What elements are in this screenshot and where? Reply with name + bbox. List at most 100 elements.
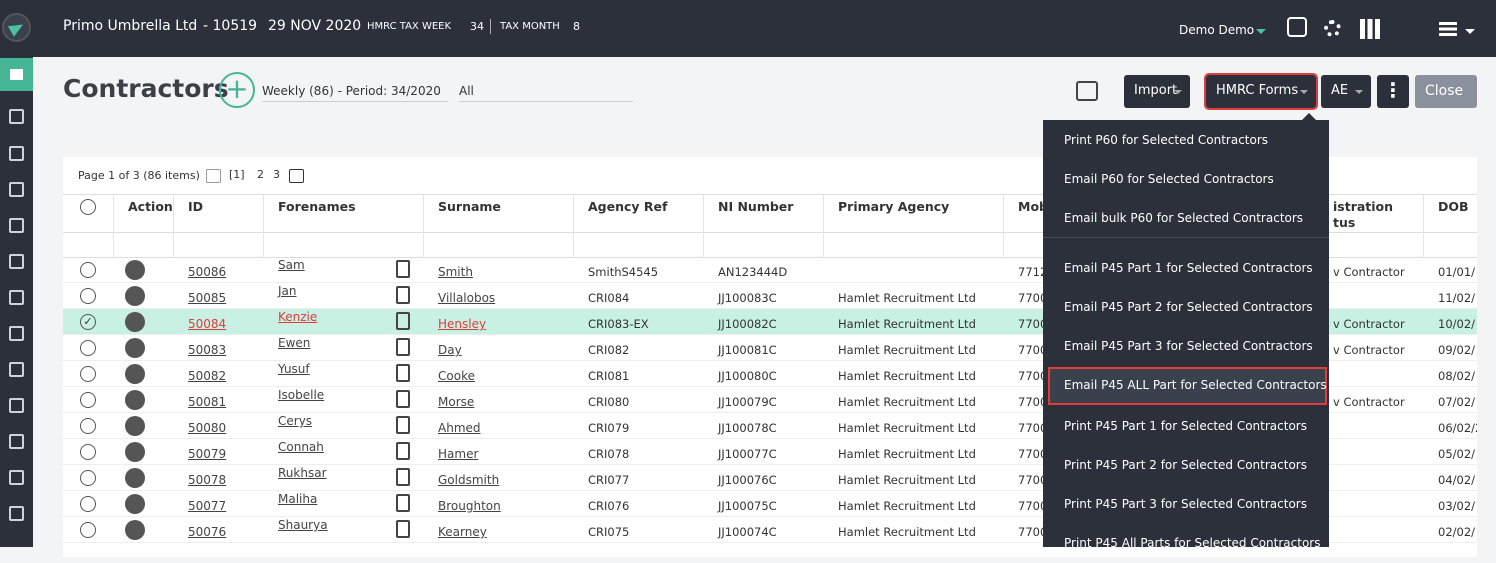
cell[interactable]: Cerys <box>278 414 313 428</box>
nav-icon[interactable] <box>9 109 24 124</box>
cell[interactable]: Broughton <box>438 499 501 513</box>
cell[interactable]: Day <box>438 343 462 357</box>
action-icon[interactable] <box>125 286 145 306</box>
table-row[interactable]: 50079 Connah Hamer CRI078 JJ100077C Hamlet Re… <box>63 439 1477 465</box>
cell[interactable]: Shaurya <box>278 518 328 532</box>
table-row[interactable]: 50086 Sam Smith SmithS4545 AN123444D 7712 v Co… <box>63 257 1477 283</box>
cell[interactable]: Jan <box>278 284 297 298</box>
cell[interactable]: 50078 <box>188 473 227 487</box>
column-header[interactable]: Action <box>128 199 173 214</box>
menu-item[interactable]: Print P45 Part 1 for Selected Contractor… <box>1064 419 1307 433</box>
row-radio[interactable] <box>80 366 96 382</box>
cell[interactable]: Goldsmith <box>438 473 500 487</box>
table-row[interactable]: 50081 Isobelle Morse CRI080 JJ100079C Hamlet … <box>63 387 1477 413</box>
notes-icon[interactable] <box>396 364 410 382</box>
cell[interactable]: Yusuf <box>278 362 310 376</box>
menu-item[interactable]: Email P60 for Selected Contractors <box>1064 172 1274 186</box>
notes-icon[interactable] <box>396 468 410 486</box>
row-radio[interactable] <box>80 288 96 304</box>
cell[interactable]: Ewen <box>278 336 311 350</box>
cell[interactable]: 50085 <box>188 291 227 305</box>
column-header[interactable]: Surname <box>438 199 501 214</box>
menu-item[interactable]: Print P45 Part 2 for Selected Contractor… <box>1064 458 1307 472</box>
column-header[interactable]: ID <box>188 199 204 214</box>
menu-item[interactable]: Email P45 Part 1 for Selected Contractor… <box>1064 261 1313 275</box>
select-all[interactable] <box>80 199 96 215</box>
cell[interactable]: Kearney <box>438 525 487 539</box>
row-radio[interactable] <box>80 340 96 356</box>
action-icon[interactable] <box>125 338 145 358</box>
menu-item[interactable]: Email P45 ALL Part for Selected Contract… <box>1048 367 1327 405</box>
row-radio[interactable] <box>80 496 96 512</box>
nav-icon[interactable] <box>9 398 24 413</box>
cell[interactable]: Morse <box>438 395 475 409</box>
notes-icon[interactable] <box>396 520 410 538</box>
cell[interactable]: 50076 <box>188 525 227 539</box>
column-header[interactable]: NI Number <box>718 199 794 214</box>
cell[interactable]: Hamer <box>438 447 479 461</box>
notes-icon[interactable] <box>396 312 410 330</box>
cell[interactable]: Villalobos <box>438 291 496 305</box>
row-radio[interactable] <box>80 470 96 486</box>
cell[interactable]: Kenzie <box>278 310 318 324</box>
more-button[interactable]: ⋮ <box>1377 75 1409 108</box>
notes-icon[interactable] <box>396 286 410 304</box>
menu-item[interactable]: Email bulk P60 for Selected Contractors <box>1064 211 1304 225</box>
action-icon[interactable] <box>125 260 145 280</box>
nav-icon[interactable] <box>9 434 24 449</box>
row-radio[interactable] <box>80 262 96 278</box>
cell[interactable]: Isobelle <box>278 388 325 402</box>
cell[interactable]: 50081 <box>188 395 227 409</box>
cell[interactable]: 50079 <box>188 447 227 461</box>
add-button[interactable]: + <box>219 72 255 108</box>
table-row[interactable]: 50078 Rukhsar Goldsmith CRI077 JJ100076C Haml… <box>63 465 1477 491</box>
action-icon[interactable] <box>125 468 145 488</box>
cell[interactable]: Maliha <box>278 492 318 506</box>
notes-icon[interactable] <box>396 260 410 278</box>
notes-icon[interactable] <box>396 416 410 434</box>
menu-item[interactable]: Email P45 Part 3 for Selected Contractor… <box>1064 339 1313 353</box>
period-select[interactable]: Weekly (86) - Period: 34/2020 <box>262 80 448 102</box>
cell[interactable]: Ahmed <box>438 421 481 435</box>
cell[interactable]: Rukhsar <box>278 466 327 480</box>
table-row[interactable]: 50083 Ewen Day CRI082 JJ100081C Hamlet Recrui… <box>63 335 1477 361</box>
page-next[interactable] <box>289 169 304 183</box>
column-header[interactable]: DOB <box>1438 199 1469 214</box>
cell[interactable]: 50083 <box>188 343 227 357</box>
settings-icon[interactable] <box>1324 20 1341 37</box>
table-row[interactable]: 50077 Maliha Broughton CRI076 JJ100075C Hamle… <box>63 491 1477 517</box>
export-icon[interactable] <box>1076 81 1098 101</box>
toolbar-button[interactable]: AE <box>1321 75 1371 108</box>
action-icon[interactable] <box>125 520 145 540</box>
column-header[interactable]: Forenames <box>278 199 356 214</box>
cell[interactable]: 50086 <box>188 265 227 279</box>
action-icon[interactable] <box>125 494 145 514</box>
page-link[interactable]: 3 <box>273 168 280 181</box>
row-radio[interactable] <box>80 418 96 434</box>
page-prev[interactable] <box>206 169 221 183</box>
nav-icon[interactable] <box>9 146 24 161</box>
table-row[interactable]: 50076 Shaurya Kearney CRI075 JJ100074C Hamlet… <box>63 517 1477 543</box>
table-row[interactable]: 50080 Cerys Ahmed CRI079 JJ100078C Hamlet Rec… <box>63 413 1477 439</box>
cell[interactable]: 50080 <box>188 421 227 435</box>
toolbar-button[interactable]: Import <box>1124 75 1190 108</box>
tasks-icon[interactable] <box>1287 17 1307 37</box>
notes-icon[interactable] <box>396 338 410 356</box>
hamburger[interactable] <box>1439 22 1457 36</box>
action-icon[interactable] <box>125 442 145 462</box>
notes-icon[interactable] <box>396 494 410 512</box>
nav-icon[interactable] <box>9 326 24 341</box>
cell[interactable]: 50077 <box>188 499 227 513</box>
nav-icon[interactable] <box>9 254 24 269</box>
toolbar-button[interactable]: Close <box>1415 75 1477 108</box>
menu-item[interactable]: Print P60 for Selected Contractors <box>1064 133 1269 147</box>
row-radio[interactable] <box>80 522 96 538</box>
notes-icon[interactable] <box>396 442 410 460</box>
action-icon[interactable] <box>125 312 145 332</box>
action-icon[interactable] <box>125 416 145 436</box>
column-header[interactable]: istration tus <box>1333 199 1394 230</box>
action-icon[interactable] <box>125 390 145 410</box>
row-radio[interactable]: ✓ <box>80 314 96 330</box>
nav-icon[interactable] <box>9 362 24 377</box>
cell[interactable]: 50084 <box>188 317 227 331</box>
